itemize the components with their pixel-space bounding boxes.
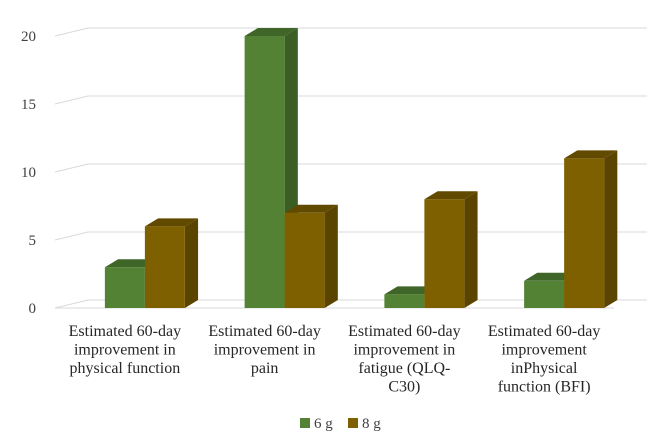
x-category-label: Estimated 60-day improvement in fatigue (Q… xyxy=(348,323,460,396)
legend-item: 8 g xyxy=(348,416,381,432)
legend-label: 6 g xyxy=(314,416,333,432)
bar-8g-cat3 xyxy=(424,191,478,308)
bar-8g-cat1 xyxy=(144,218,199,308)
x-axis: Estimated 60-day improvement in physical f… xyxy=(69,323,601,396)
y-tick-label: 20 xyxy=(21,29,36,45)
legend-swatch xyxy=(348,418,358,428)
bar-8g-cat2 xyxy=(284,204,338,308)
x-category-label: Estimated 60-day improvement in pain xyxy=(208,323,320,377)
legend-swatch xyxy=(300,418,310,428)
x-category-label: Estimated 60-day improvement in physical f… xyxy=(69,323,181,377)
gridline xyxy=(54,95,647,105)
legend-item: 6 g xyxy=(300,416,333,432)
y-tick-label: 10 xyxy=(21,165,36,181)
gridline xyxy=(54,231,647,241)
y-tick-label: 15 xyxy=(21,97,36,113)
gridline xyxy=(54,163,647,173)
bars xyxy=(104,28,618,308)
legend-label: 8 g xyxy=(362,416,381,432)
x-category-label: Estimated 60-day improvement inPhysical fun… xyxy=(488,323,600,396)
y-tick-label: 5 xyxy=(29,233,37,249)
gridline xyxy=(54,27,647,37)
y-axis: 0 5 10 15 20 xyxy=(21,29,36,317)
legend: 6 g 8 g xyxy=(300,416,381,432)
bar-8g-cat4 xyxy=(564,150,618,308)
y-tick-label: 0 xyxy=(29,301,37,317)
